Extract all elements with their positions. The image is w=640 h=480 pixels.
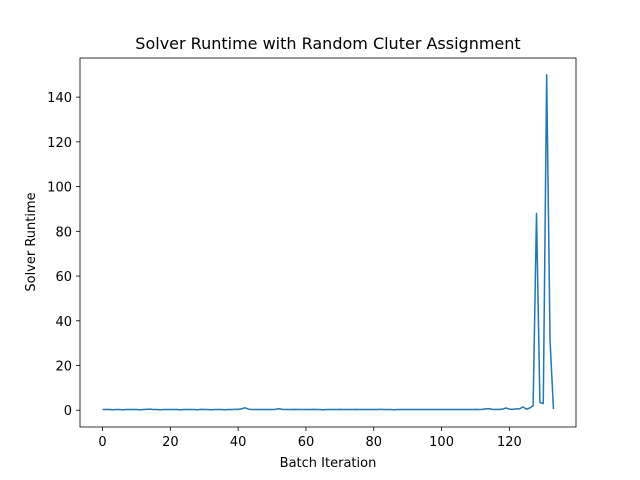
y-tick-label: 80 (55, 225, 72, 240)
plot-area (79, 57, 577, 428)
x-tick-label: 0 (98, 435, 106, 450)
y-tick-label: 100 (47, 181, 72, 196)
x-tick-label: 40 (230, 435, 247, 450)
y-axis-label: Solver Runtime (24, 192, 39, 291)
x-axis-label: Batch Iteration (280, 456, 377, 471)
plot-frame (79, 57, 577, 428)
x-axis: 0 20 40 60 80 100 120 (98, 427, 522, 450)
x-tick-label: 100 (429, 435, 454, 450)
y-tick-label: 40 (55, 315, 72, 330)
y-tick-label: 60 (55, 270, 72, 285)
y-tick-label: 140 (47, 91, 72, 106)
series-line-0 (102, 74, 555, 411)
y-tick-label: 120 (47, 136, 72, 151)
chart-title: Solver Runtime with Random Cluter Assign… (135, 34, 520, 53)
x-tick-label: 20 (162, 435, 179, 450)
x-tick-label: 80 (365, 435, 382, 450)
x-tick-label: 120 (497, 435, 522, 450)
x-tick-label: 60 (298, 435, 315, 450)
y-tick-label: 20 (55, 360, 72, 375)
y-axis: 0 20 40 60 80 100 120 140 (47, 91, 80, 419)
y-tick-label: 0 (64, 404, 72, 419)
